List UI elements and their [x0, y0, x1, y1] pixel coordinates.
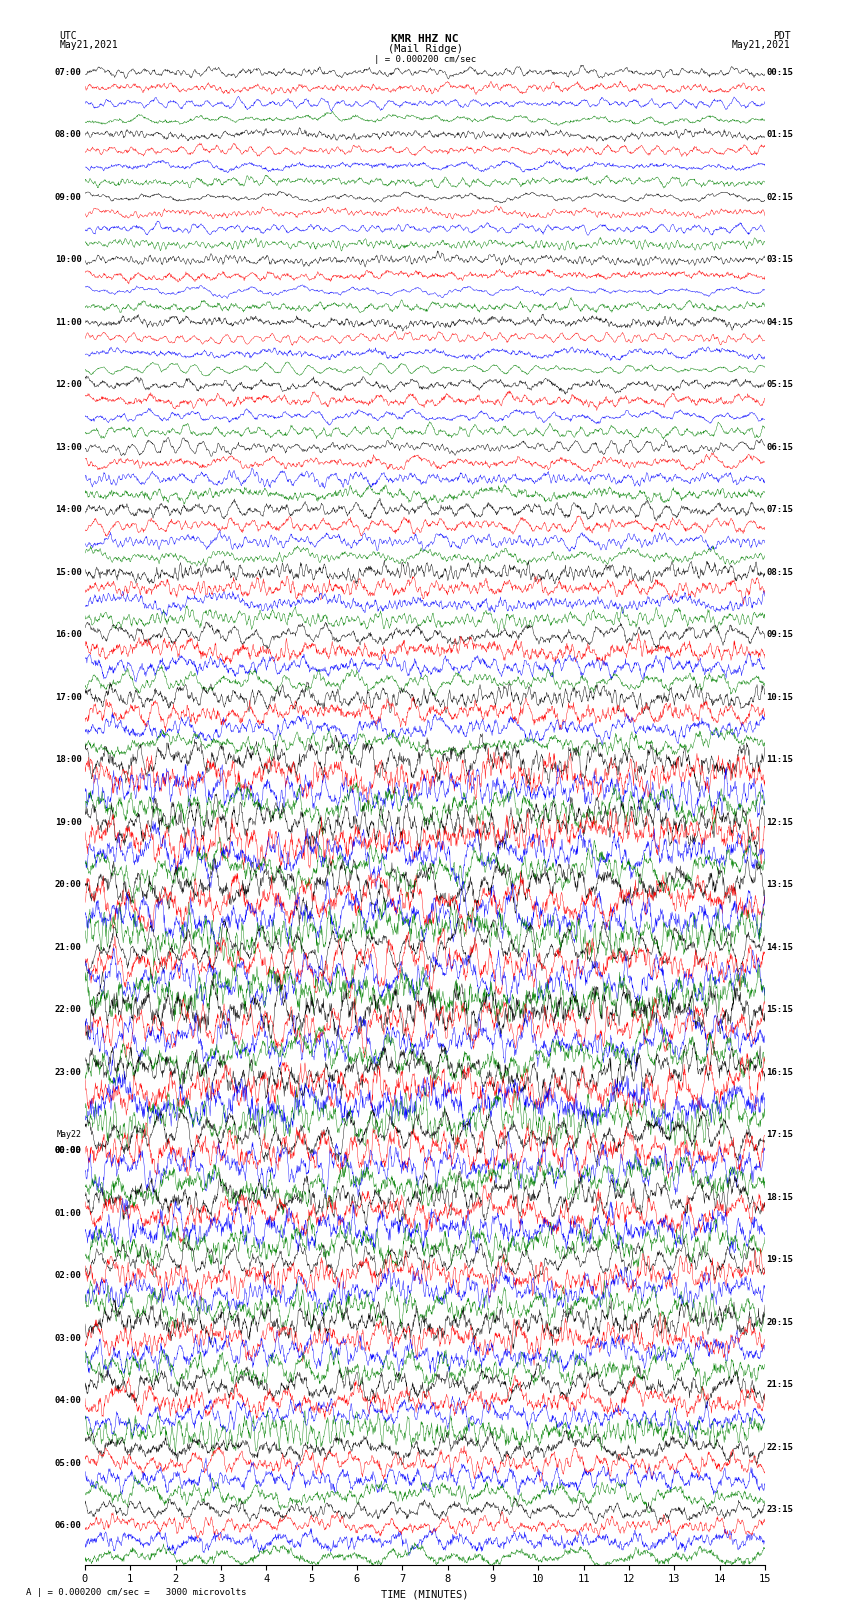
- Text: 07:15: 07:15: [767, 505, 793, 515]
- Text: 15:15: 15:15: [767, 1005, 793, 1015]
- Text: 06:15: 06:15: [767, 444, 793, 452]
- Text: 20:00: 20:00: [54, 881, 82, 889]
- Text: 16:15: 16:15: [767, 1068, 793, 1077]
- Text: May21,2021: May21,2021: [60, 40, 118, 50]
- Text: 08:00: 08:00: [54, 131, 82, 139]
- Text: 00:00: 00:00: [54, 1145, 82, 1155]
- Text: 20:15: 20:15: [767, 1318, 793, 1327]
- Text: 21:00: 21:00: [54, 944, 82, 952]
- Text: 10:00: 10:00: [54, 255, 82, 265]
- Text: 11:00: 11:00: [54, 318, 82, 327]
- Text: 22:15: 22:15: [767, 1444, 793, 1452]
- Text: 04:15: 04:15: [767, 318, 793, 327]
- Text: 16:00: 16:00: [54, 631, 82, 639]
- Text: 06:00: 06:00: [54, 1521, 82, 1531]
- Text: 11:15: 11:15: [767, 755, 793, 765]
- Text: 12:15: 12:15: [767, 818, 793, 827]
- Text: 03:00: 03:00: [54, 1334, 82, 1342]
- Text: 21:15: 21:15: [767, 1381, 793, 1389]
- Text: 19:15: 19:15: [767, 1255, 793, 1265]
- Text: 08:15: 08:15: [767, 568, 793, 577]
- Text: 00:00: 00:00: [54, 1145, 82, 1155]
- Text: 02:00: 02:00: [54, 1271, 82, 1281]
- Text: 04:00: 04:00: [54, 1395, 82, 1405]
- Text: (Mail Ridge): (Mail Ridge): [388, 44, 462, 53]
- Text: 14:00: 14:00: [54, 505, 82, 515]
- Text: 13:15: 13:15: [767, 881, 793, 889]
- Text: 02:15: 02:15: [767, 194, 793, 202]
- Text: 23:15: 23:15: [767, 1505, 793, 1515]
- Text: 03:15: 03:15: [767, 255, 793, 265]
- Text: 17:00: 17:00: [54, 694, 82, 702]
- Text: 01:15: 01:15: [767, 131, 793, 139]
- Text: 05:00: 05:00: [54, 1458, 82, 1468]
- Text: A | = 0.000200 cm/sec =   3000 microvolts: A | = 0.000200 cm/sec = 3000 microvolts: [26, 1587, 246, 1597]
- Text: PDT: PDT: [773, 31, 790, 40]
- Text: 18:00: 18:00: [54, 755, 82, 765]
- Text: 14:15: 14:15: [767, 944, 793, 952]
- Text: May21,2021: May21,2021: [732, 40, 791, 50]
- Text: | = 0.000200 cm/sec: | = 0.000200 cm/sec: [374, 55, 476, 65]
- Text: 23:00: 23:00: [54, 1068, 82, 1077]
- Text: 01:00: 01:00: [54, 1208, 82, 1218]
- Text: May22: May22: [57, 1131, 82, 1139]
- Text: 22:00: 22:00: [54, 1005, 82, 1015]
- Text: 18:15: 18:15: [767, 1194, 793, 1202]
- Text: UTC: UTC: [60, 31, 77, 40]
- Text: 10:15: 10:15: [767, 694, 793, 702]
- Text: 15:00: 15:00: [54, 568, 82, 577]
- X-axis label: TIME (MINUTES): TIME (MINUTES): [382, 1590, 468, 1600]
- Text: 07:00: 07:00: [54, 68, 82, 77]
- Text: 05:15: 05:15: [767, 381, 793, 389]
- Text: 09:00: 09:00: [54, 194, 82, 202]
- Text: 19:00: 19:00: [54, 818, 82, 827]
- Text: 13:00: 13:00: [54, 444, 82, 452]
- Text: 17:15: 17:15: [767, 1131, 793, 1139]
- Text: 12:00: 12:00: [54, 381, 82, 389]
- Text: 09:15: 09:15: [767, 631, 793, 639]
- Text: 00:15: 00:15: [767, 68, 793, 77]
- Text: KMR HHZ NC: KMR HHZ NC: [391, 34, 459, 44]
